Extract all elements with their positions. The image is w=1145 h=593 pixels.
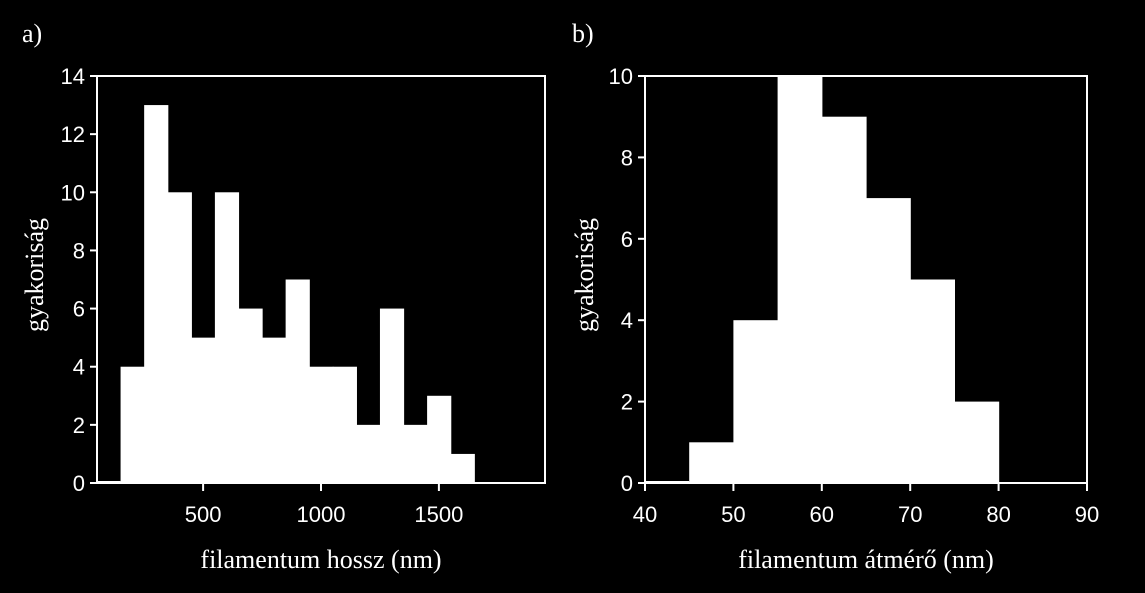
histogram-bar (309, 367, 333, 483)
histogram-bar (215, 192, 239, 483)
histogram-bar (168, 192, 192, 483)
y-tick-label: 12 (61, 122, 85, 147)
panel-b-x-axis-ticks: 40 50 60 70 80 90 (633, 483, 1099, 527)
y-tick-label: 0 (73, 471, 85, 496)
histogram-bar (262, 338, 286, 483)
y-tick-label: 2 (621, 390, 633, 415)
histogram-bar (121, 367, 145, 483)
panel-b-label: b) (572, 19, 594, 48)
x-tick-label: 1000 (297, 502, 346, 527)
y-tick-label: 2 (73, 413, 85, 438)
y-tick-label: 14 (61, 64, 85, 89)
panel-b-y-axis-ticks: 0 2 4 6 8 10 (609, 64, 645, 496)
histogram-bar (191, 338, 215, 483)
y-tick-label: 4 (73, 355, 85, 380)
histogram-bar (778, 76, 823, 483)
x-tick-label: 1500 (414, 502, 463, 527)
histogram-bar (733, 320, 778, 483)
y-tick-label: 10 (609, 64, 633, 89)
panel-a-x-axis-ticks: 500 1000 1500 (185, 483, 464, 527)
panel-a-x-axis-title: filamentum hossz (nm) (200, 545, 441, 574)
x-tick-label: 80 (986, 502, 1010, 527)
histogram-bar (866, 198, 911, 483)
histogram-bar (380, 309, 404, 483)
y-tick-label: 6 (621, 227, 633, 252)
x-tick-label: 70 (898, 502, 922, 527)
histogram-bar (954, 402, 999, 483)
y-tick-label: 4 (621, 308, 633, 333)
y-tick-label: 8 (621, 145, 633, 170)
panel-a-label: a) (22, 19, 42, 48)
histogram-bar (822, 117, 867, 483)
x-tick-label: 50 (721, 502, 745, 527)
y-tick-label: 6 (73, 297, 85, 322)
y-tick-label: 10 (61, 180, 85, 205)
histogram-bar (910, 280, 955, 484)
histogram-bar (286, 280, 310, 484)
y-tick-label: 0 (621, 471, 633, 496)
panel-b-x-axis-title: filamentum átmérő (nm) (738, 545, 994, 574)
panel-a-y-axis-ticks: 0 2 4 6 8 10 12 14 (61, 64, 97, 496)
x-tick-label: 500 (185, 502, 222, 527)
panel-b-diameter-histogram: b) 0 2 4 6 8 10 40 50 60 70 80 90 filamentum átmér… (570, 19, 1099, 574)
panel-a-bars (97, 105, 475, 483)
histogram-bar (404, 425, 428, 483)
x-tick-label: 40 (633, 502, 657, 527)
x-tick-label: 90 (1075, 502, 1099, 527)
panel-b-bars (645, 76, 999, 483)
histogram-bar (451, 454, 475, 483)
histogram-bar (689, 442, 734, 483)
histogram-bar (333, 367, 357, 483)
panel-a-y-axis-title: gyakoriság (20, 218, 49, 332)
histogram-bar (144, 105, 168, 483)
histogram-bar (356, 425, 380, 483)
x-tick-label: 60 (810, 502, 834, 527)
y-tick-label: 8 (73, 238, 85, 263)
panel-a-length-histogram: a) 0 2 4 6 8 10 12 14 500 1000 1500 filamentum ho… (20, 19, 545, 574)
panel-b-y-axis-title: gyakoriság (570, 218, 599, 332)
histogram-bar (238, 309, 262, 483)
histogram-bar (427, 396, 451, 483)
